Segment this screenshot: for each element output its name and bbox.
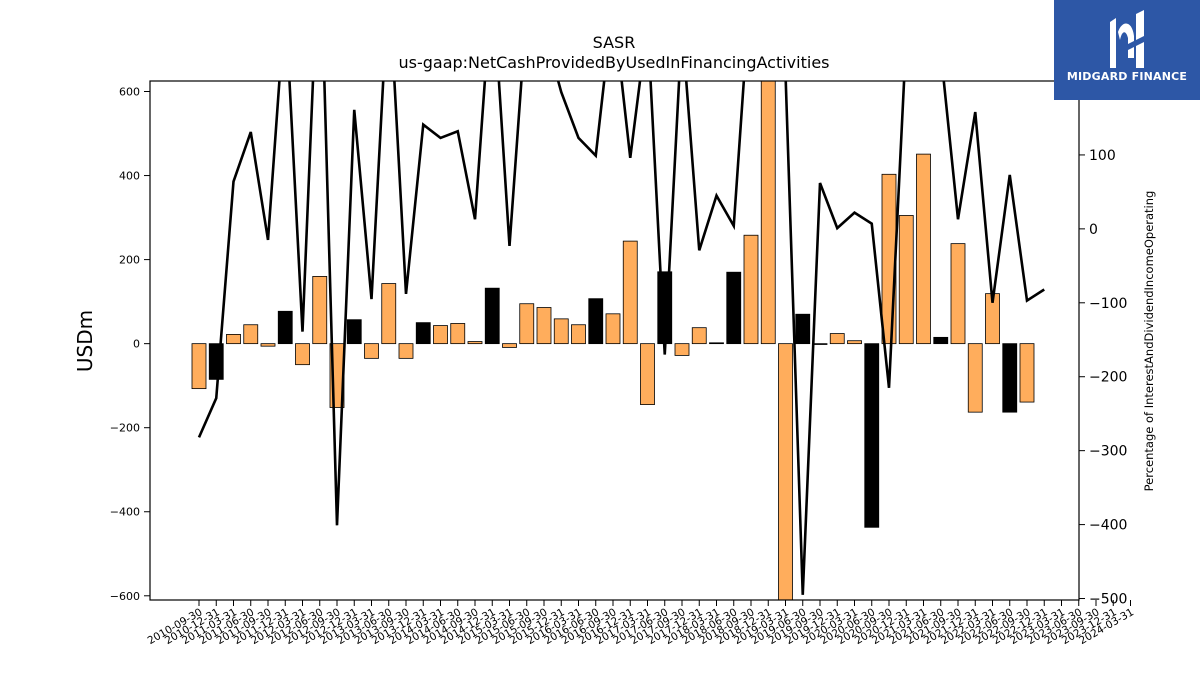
bar-2017-03-31	[640, 343, 655, 405]
bar-2017-09-30	[674, 343, 690, 356]
x-axis: 2010-09-302010-12-312011-03-312011-06-30…	[146, 600, 1136, 647]
line-series	[197, 81, 1045, 595]
y2-tick-label: −100	[1089, 296, 1127, 312]
bar-2021-09-30	[950, 243, 966, 345]
bar-2020-06-30	[864, 343, 880, 528]
bar-2021-06-30	[933, 336, 949, 345]
right-axis: −500 −400 −300 −200 −100 0 100	[1079, 148, 1127, 608]
bar-2013-03-31	[364, 343, 379, 359]
bar-series	[191, 81, 1035, 600]
bar-2016-06-30	[588, 298, 604, 345]
y-tick-label: 600	[119, 86, 140, 99]
bar-2020-12-31	[898, 215, 914, 345]
y2-tick-label: 100	[1089, 148, 1116, 164]
logo-brand-text: MIDGARD FINANCE	[1066, 70, 1188, 83]
midgard-logo-icon	[1110, 10, 1144, 68]
bar-2015-06-30	[519, 303, 535, 345]
bar-2016-09-30	[605, 313, 621, 345]
bar-2018-03-31	[709, 342, 724, 345]
bar-2018-09-30	[743, 234, 759, 345]
midgard-finance-logo: MIDGARD FINANCE	[1054, 0, 1200, 100]
plot-frame	[149, 80, 1080, 601]
y2-tick-label: −200	[1089, 370, 1127, 386]
line-path	[197, 81, 1045, 595]
y2-tick-label: −500	[1089, 592, 1127, 608]
bar-2022-09-30	[1019, 343, 1035, 403]
bar-2019-12-31	[829, 333, 845, 345]
bar-2011-03-31	[226, 334, 241, 345]
bar-2021-03-31	[916, 153, 931, 345]
bar-2014-09-30	[467, 341, 483, 345]
bar-2015-03-31	[502, 343, 517, 348]
y2-tick-label: −400	[1089, 518, 1127, 534]
y-tick-label: −200	[110, 422, 140, 435]
bar-2013-12-31	[415, 322, 431, 345]
bar-2014-03-31	[433, 325, 448, 345]
bar-2018-12-31	[760, 81, 776, 345]
bar-2018-06-30	[726, 271, 742, 345]
bar-2019-06-30	[795, 313, 811, 345]
bar-2010-09-30	[191, 343, 207, 390]
bar-2011-12-31	[277, 310, 293, 345]
bar-2012-12-31	[346, 319, 362, 345]
bar-2012-03-31	[295, 343, 310, 366]
bar-2020-09-30	[881, 173, 897, 345]
y-tick-label: 200	[119, 254, 140, 267]
bar-2013-09-30	[398, 343, 414, 359]
y-axis-label: USDm	[73, 310, 97, 372]
bar-2015-12-31	[553, 318, 569, 345]
chart-subtitle: us-gaap:NetCashProvidedByUsedInFinancing…	[398, 53, 829, 72]
bar-2014-06-30	[450, 323, 466, 345]
bar-2012-06-30	[312, 276, 328, 345]
y-tick-label: 400	[119, 170, 140, 183]
bar-2011-06-30	[243, 324, 259, 345]
bar-2019-03-31	[778, 343, 793, 600]
bar-2016-12-31	[622, 240, 638, 345]
bar-2014-12-31	[484, 287, 500, 345]
chart-title: SASR	[593, 33, 636, 52]
bar-2021-12-31	[967, 343, 983, 413]
bar-2015-09-30	[536, 307, 552, 345]
bar-2013-06-30	[381, 283, 397, 345]
bar-2019-09-30	[812, 343, 828, 345]
left-axis: −600 −400 −200 0 200 400 600	[110, 86, 150, 603]
bar-2017-12-31	[691, 327, 707, 345]
bar-2022-06-30	[1002, 343, 1018, 413]
y2-axis-label: Percentage of InterestAndDividendIncomeO…	[1142, 191, 1156, 492]
y-tick-label: −400	[110, 506, 140, 519]
y2-tick-label: 0	[1089, 222, 1098, 238]
y2-tick-label: −300	[1089, 444, 1127, 460]
y-tick-label: −600	[110, 590, 140, 603]
bar-2016-03-31	[571, 324, 586, 345]
y-tick-label: 0	[133, 338, 140, 351]
bar-2020-03-31	[847, 340, 862, 345]
bar-2011-09-30	[260, 343, 276, 347]
